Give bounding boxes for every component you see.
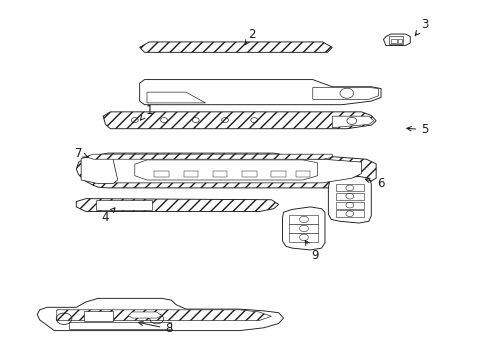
Polygon shape <box>295 171 310 177</box>
Polygon shape <box>86 158 361 183</box>
Polygon shape <box>96 201 152 210</box>
Text: 6: 6 <box>365 177 384 190</box>
Polygon shape <box>135 160 317 180</box>
Polygon shape <box>335 210 363 217</box>
Polygon shape <box>335 184 363 192</box>
Polygon shape <box>183 171 198 177</box>
Text: 3: 3 <box>414 18 427 35</box>
Polygon shape <box>147 92 205 103</box>
Polygon shape <box>140 42 331 52</box>
Text: 9: 9 <box>305 240 318 262</box>
Polygon shape <box>128 312 161 318</box>
Polygon shape <box>388 36 402 44</box>
Polygon shape <box>154 171 168 177</box>
Polygon shape <box>83 311 113 320</box>
Text: 5: 5 <box>406 123 427 136</box>
Polygon shape <box>271 171 285 177</box>
Polygon shape <box>335 193 363 200</box>
Polygon shape <box>328 176 370 223</box>
Polygon shape <box>383 34 409 45</box>
Polygon shape <box>86 154 331 159</box>
Polygon shape <box>212 171 227 177</box>
Polygon shape <box>76 199 278 212</box>
Polygon shape <box>57 310 271 320</box>
Polygon shape <box>331 116 373 128</box>
Polygon shape <box>390 40 396 42</box>
Polygon shape <box>289 215 317 224</box>
Polygon shape <box>69 321 171 329</box>
Polygon shape <box>312 87 378 99</box>
Polygon shape <box>335 202 363 209</box>
Polygon shape <box>76 153 375 188</box>
Polygon shape <box>289 233 317 242</box>
Polygon shape <box>37 298 283 330</box>
Polygon shape <box>140 80 380 105</box>
Text: 7: 7 <box>75 147 88 159</box>
Text: 1: 1 <box>140 104 153 120</box>
Polygon shape <box>289 224 317 233</box>
Text: 8: 8 <box>138 321 172 335</box>
Polygon shape <box>103 112 375 129</box>
Text: 4: 4 <box>102 208 115 224</box>
Text: 2: 2 <box>244 28 255 45</box>
Polygon shape <box>242 171 256 177</box>
Polygon shape <box>397 40 401 42</box>
Polygon shape <box>282 207 325 250</box>
Polygon shape <box>81 155 118 184</box>
